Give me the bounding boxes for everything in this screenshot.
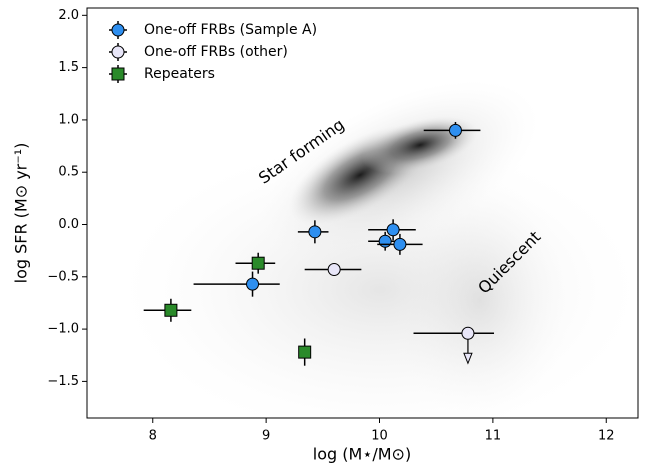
x-tick-label: 12 bbox=[598, 429, 615, 444]
legend-marker bbox=[111, 23, 125, 37]
data-point bbox=[461, 326, 475, 340]
plot-frame bbox=[86, 7, 639, 419]
data-point bbox=[448, 123, 462, 137]
y-tick-label: 0.0 bbox=[58, 217, 79, 232]
y-tick-label: −0.5 bbox=[47, 269, 79, 284]
y-axis-label: log SFR (M⊙ yr⁻¹) bbox=[12, 143, 31, 284]
legend-label: One-off FRBs (Sample A) bbox=[144, 22, 317, 38]
y-tick-label: 1.5 bbox=[58, 60, 79, 75]
data-point bbox=[251, 256, 265, 270]
data-point bbox=[386, 223, 400, 237]
x-tick-label: 9 bbox=[262, 429, 270, 444]
y-tick-label: 1.0 bbox=[58, 112, 79, 127]
data-point bbox=[164, 303, 178, 317]
data-point bbox=[298, 345, 312, 359]
y-tick-label: 0.5 bbox=[58, 165, 79, 180]
data-point bbox=[308, 225, 322, 239]
data-point bbox=[246, 277, 260, 291]
upper-limit-head bbox=[463, 352, 473, 365]
y-tick-label: −1.5 bbox=[47, 374, 79, 389]
x-tick-label: 8 bbox=[149, 429, 157, 444]
x-tick-label: 11 bbox=[485, 429, 502, 444]
data-point bbox=[378, 234, 392, 248]
legend-marker bbox=[111, 67, 125, 81]
legend-marker bbox=[111, 45, 125, 59]
data-point bbox=[393, 237, 407, 251]
legend-label: One-off FRBs (other) bbox=[144, 44, 288, 60]
x-axis-label: log (M⋆/M⊙) bbox=[313, 445, 411, 464]
data-point bbox=[327, 262, 341, 276]
density-background bbox=[120, 80, 638, 418]
x-tick-label: 10 bbox=[371, 429, 388, 444]
y-tick-label: 2.0 bbox=[58, 8, 79, 23]
y-tick-label: −1.0 bbox=[47, 322, 79, 337]
legend-label: Repeaters bbox=[144, 66, 215, 82]
